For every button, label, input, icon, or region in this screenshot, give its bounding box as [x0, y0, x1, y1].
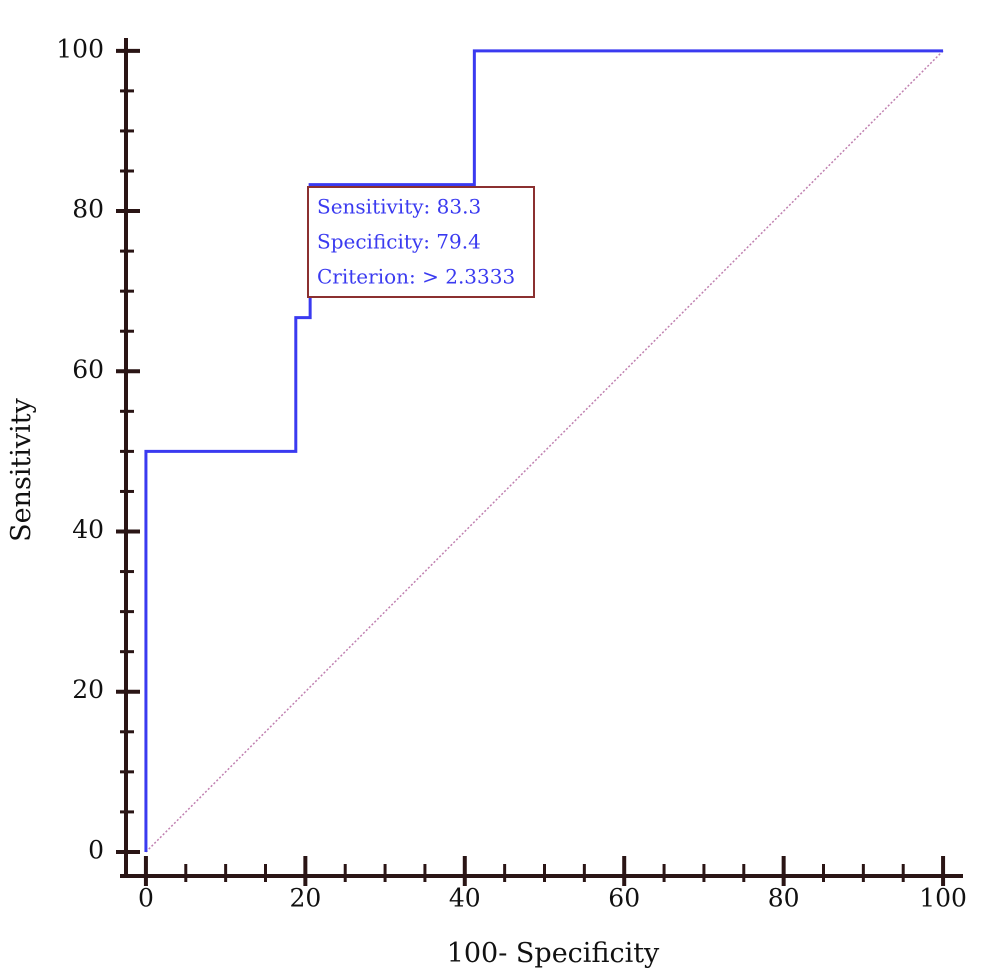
- y-tick-label: 40: [72, 515, 104, 544]
- y-tick-label: 60: [72, 355, 104, 384]
- y-tick-label: 0: [88, 835, 104, 864]
- y-tick-label: 20: [72, 675, 104, 704]
- y-tick-label: 80: [72, 195, 104, 224]
- x-tick-label: 40: [449, 884, 481, 913]
- x-tick-label: 60: [608, 884, 640, 913]
- roc-line: [144, 49, 944, 852]
- x-tick-label: 100: [919, 884, 967, 913]
- x-tick-label: 80: [768, 884, 800, 913]
- x-tick-label: 0: [138, 884, 154, 913]
- x-tick-label: 20: [289, 884, 321, 913]
- annotation-text: Sensitivity: 83.3: [317, 195, 481, 219]
- reference-line: [145, 50, 944, 853]
- annotation-text: Criterion: > 2.3333: [317, 265, 515, 289]
- annotation-box: [307, 186, 535, 298]
- x-axis-label: 100- Specificity: [447, 938, 660, 969]
- y-tick-label: 100: [56, 34, 104, 63]
- y-axis-label: Sensitivity: [6, 397, 37, 542]
- annotation-text: Specificity: 79.4: [317, 230, 481, 254]
